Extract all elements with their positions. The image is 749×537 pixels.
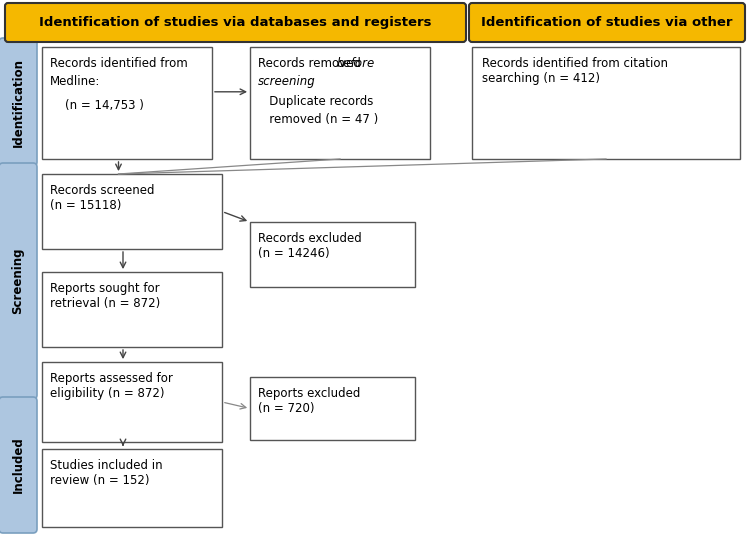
FancyBboxPatch shape <box>42 174 222 249</box>
Text: screening: screening <box>258 75 316 88</box>
Text: Reports sought for
retrieval (n = 872): Reports sought for retrieval (n = 872) <box>50 282 160 310</box>
FancyBboxPatch shape <box>0 397 37 533</box>
FancyBboxPatch shape <box>5 3 466 42</box>
Text: Medline:: Medline: <box>50 75 100 88</box>
FancyBboxPatch shape <box>0 163 37 399</box>
FancyBboxPatch shape <box>0 38 37 166</box>
FancyBboxPatch shape <box>250 222 415 287</box>
Text: Identification of studies via databases and registers: Identification of studies via databases … <box>39 16 431 29</box>
Text: (n = 14,753 ): (n = 14,753 ) <box>50 99 144 112</box>
Text: removed (n = 47 ): removed (n = 47 ) <box>258 113 378 126</box>
Text: Screening: Screening <box>11 248 25 314</box>
Text: Studies included in
review (n = 152): Studies included in review (n = 152) <box>50 459 163 487</box>
Text: Records excluded
(n = 14246): Records excluded (n = 14246) <box>258 232 362 260</box>
Text: before: before <box>337 57 375 70</box>
Text: Records identified from: Records identified from <box>50 57 188 70</box>
FancyBboxPatch shape <box>42 449 222 527</box>
Text: Reports assessed for
eligibility (n = 872): Reports assessed for eligibility (n = 87… <box>50 372 173 400</box>
Text: Records identified from citation
searching (n = 412): Records identified from citation searchi… <box>482 57 668 85</box>
FancyBboxPatch shape <box>42 47 212 159</box>
Text: Records screened
(n = 15118): Records screened (n = 15118) <box>50 184 154 212</box>
Text: Identification of studies via other: Identification of studies via other <box>482 16 733 29</box>
FancyBboxPatch shape <box>469 3 745 42</box>
FancyBboxPatch shape <box>42 272 222 347</box>
Text: Reports excluded
(n = 720): Reports excluded (n = 720) <box>258 387 360 415</box>
Text: Included: Included <box>11 437 25 494</box>
FancyBboxPatch shape <box>250 47 430 159</box>
FancyBboxPatch shape <box>472 47 740 159</box>
Text: Identification: Identification <box>11 57 25 147</box>
FancyBboxPatch shape <box>42 362 222 442</box>
Text: Records removed: Records removed <box>258 57 365 70</box>
Text: :: : <box>306 75 311 88</box>
Text: Duplicate records: Duplicate records <box>258 95 373 108</box>
FancyBboxPatch shape <box>250 377 415 440</box>
